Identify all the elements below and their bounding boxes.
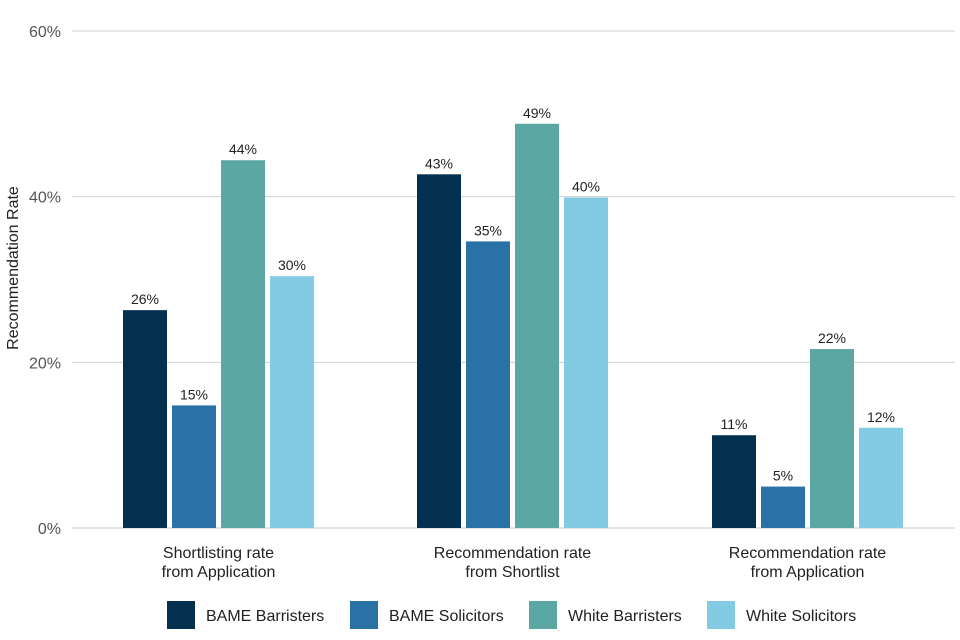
bar-white-solicitors [859,427,903,528]
data-label: 11% [721,416,748,432]
data-label: 30% [278,257,306,273]
y-tick-label: 0% [38,521,61,538]
legend-item: White Solicitors [707,601,856,629]
legend: BAME Barristers BAME Solicitors White Barr… [167,601,856,629]
bar-bame-solicitors [466,241,510,528]
x-category-label: from Application [751,564,865,581]
legend-item: BAME Barristers [167,601,324,629]
legend-swatch [529,601,557,629]
data-label: 15% [180,386,208,402]
x-category-label: Recommendation rate [729,545,887,562]
legend-label: BAME Barristers [206,608,324,625]
gridlines [72,30,955,529]
y-axis-title: Recommendation Rate [5,186,22,350]
y-tick-label: 60% [29,24,61,41]
data-label: 49% [523,105,551,121]
x-axis-categories: Shortlisting rate from Application Recomme… [162,545,887,581]
data-label: 35% [474,222,502,238]
bar-bame-barristers [123,310,167,528]
bar-bame-solicitors [761,486,805,528]
legend-item: White Barristers [529,601,682,629]
data-label: 43% [425,155,453,171]
bar-bame-barristers [712,435,756,528]
data-label: 26% [131,291,159,307]
x-category-label: from Shortlist [465,564,560,581]
legend-swatch [707,601,735,629]
data-label: 22% [818,330,846,346]
bar-white-barristers [810,349,854,528]
bars [123,123,903,529]
bar-white-barristers [515,123,559,529]
data-labels: 26% 43% 11% 15% 35% 5% 44% 49% 22% 30% 40% 12% [131,105,895,484]
bar-bame-solicitors [172,405,216,528]
legend-label: White Solicitors [746,608,856,625]
legend-swatch [167,601,195,629]
bar-white-solicitors [270,276,314,528]
bar-bame-barristers [417,174,461,528]
x-category-label: Shortlisting rate [163,545,274,562]
y-axis-ticks: 0% 20% 40% 60% [29,24,61,538]
legend-swatch [350,601,378,629]
data-label: 12% [867,409,895,425]
bar-white-barristers [221,160,265,528]
x-category-label: from Application [162,564,276,581]
y-tick-label: 20% [29,355,61,372]
x-category-label: Recommendation rate [434,545,592,562]
legend-label: White Barristers [568,608,682,625]
y-tick-label: 40% [29,190,61,207]
legend-label: BAME Solicitors [389,608,504,625]
data-label: 5% [773,468,793,484]
data-label: 44% [229,141,257,157]
data-label: 40% [572,178,600,194]
bar-white-solicitors [564,197,608,528]
legend-item: BAME Solicitors [350,601,504,629]
